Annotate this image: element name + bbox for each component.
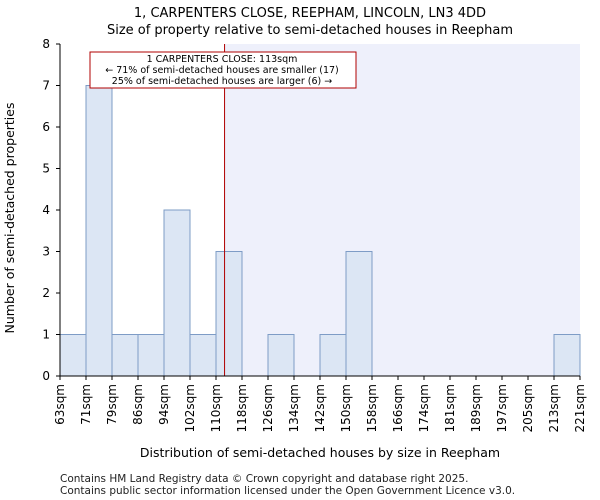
y-tick-label: 1 [42,328,50,342]
footer-line-2: Contains public sector information licen… [60,485,515,497]
x-tick-label: 110sqm [209,384,223,432]
x-ticks-group: 63sqm 71sqm 79sqm 86sqm 94sqm 102sqm 110sqm 118… [53,376,587,432]
x-tick-label: 126sqm [261,384,275,432]
x-tick-label: 94sqm [157,384,171,425]
bar-110sqm [215,251,243,377]
bar-86sqm [137,334,165,377]
footer-line-1: Contains HM Land Registry data © Crown c… [60,473,468,485]
annotation-line-3: 25% of semi-detached houses are larger (… [112,76,332,87]
x-tick-label: 63sqm [53,384,67,425]
x-tick-label: 166sqm [391,384,405,432]
y-tick-label: 5 [42,162,50,176]
bar-63sqm [59,334,87,377]
chart-title: 1, CARPENTERS CLOSE, REEPHAM, LINCOLN, L… [134,6,486,21]
bars-group [59,85,581,377]
bar-94sqm [163,209,191,377]
x-tick-label: 181sqm [443,384,457,432]
bar-142sqm [319,334,347,377]
x-tick-label: 150sqm [339,384,353,432]
bar-213sqm [553,334,581,377]
y-axis-label: Number of semi-detached properties [2,103,17,334]
y-tick-label: 2 [42,286,50,300]
y-tick-label: 4 [42,203,50,217]
x-tick-label: 118sqm [235,384,249,432]
x-tick-label: 205sqm [521,384,535,432]
chart-subtitle: Size of property relative to semi-detach… [107,23,513,38]
bar-79sqm [111,334,139,377]
x-axis-label: Distribution of semi-detached houses by … [140,445,500,460]
x-tick-label: 71sqm [79,384,93,425]
y-tick-label: 7 [42,79,50,93]
bar-102sqm [189,334,217,377]
x-tick-label: 86sqm [131,384,145,425]
annotation-border [89,51,357,89]
annotation-line-1: 1 CARPENTERS CLOSE: 113sqm [147,54,298,65]
after-marker-highlight [224,44,581,376]
x-tick-label: 197sqm [495,384,509,432]
x-tick-label: 213sqm [547,384,561,432]
x-tick-label: 102sqm [183,384,197,432]
bar-150sqm [345,251,373,377]
x-tick-label: 174sqm [417,384,431,432]
y-tick-label: 8 [42,37,50,51]
annotation-box: 1 CARPENTERS CLOSE: 113sqm ← 71% of semi… [89,51,357,89]
y-tick-label: 0 [42,369,50,383]
annotation-line-2: ← 71% of semi-detached houses are smalle… [105,65,339,76]
y-ticks-group: 0 1 2 3 4 5 6 7 8 [42,37,60,383]
x-tick-label: 142sqm [313,384,327,432]
x-tick-label: 134sqm [287,384,301,432]
bar-126sqm [267,334,295,377]
x-tick-label: 189sqm [469,384,483,432]
bar-71sqm [85,85,113,377]
x-tick-label: 158sqm [365,384,379,432]
x-tick-label: 221sqm [573,384,587,432]
y-tick-label: 3 [42,245,50,259]
y-tick-label: 6 [42,120,50,134]
x-tick-label: 79sqm [105,384,119,425]
